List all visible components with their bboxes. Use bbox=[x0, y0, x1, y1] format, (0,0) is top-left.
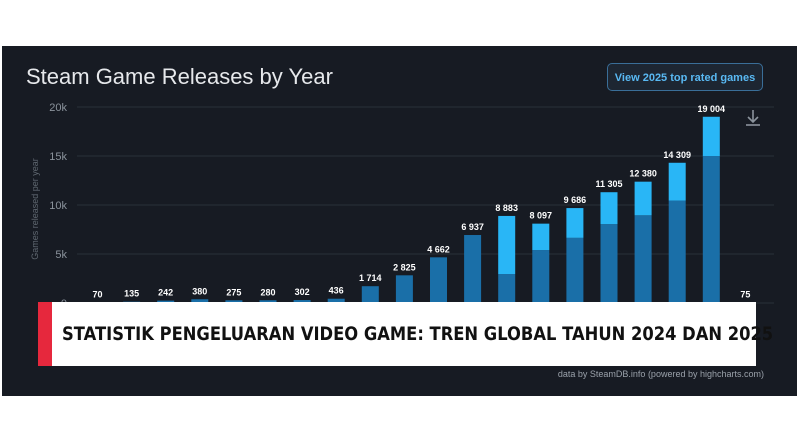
bar-segment bbox=[498, 274, 516, 303]
bar-segment bbox=[327, 298, 345, 303]
bar-value-label: 436 bbox=[329, 286, 344, 296]
y-axis-title: Games released per year bbox=[30, 158, 40, 260]
bar-value-label: 6 937 bbox=[461, 222, 484, 232]
bar-value-label: 275 bbox=[226, 287, 241, 297]
bar-chart: 05k10k15k20kGames released per year70135… bbox=[30, 102, 774, 310]
headline-banner: STATISTIK PENGELUARAN VIDEO GAME: TREN G… bbox=[38, 302, 773, 366]
bar-segment bbox=[566, 208, 584, 238]
y-tick-label: 10k bbox=[49, 200, 67, 212]
bar-value-label: 1 714 bbox=[359, 273, 382, 283]
bar-segment bbox=[157, 300, 175, 303]
bar-value-label: 8 883 bbox=[495, 203, 518, 213]
bar-value-label: 19 004 bbox=[698, 104, 726, 114]
y-tick-label: 20k bbox=[49, 102, 67, 114]
bar-value-label: 12 380 bbox=[629, 169, 657, 179]
bar-value-label: 8 097 bbox=[530, 211, 553, 221]
bar-segment bbox=[702, 116, 720, 156]
bar-segment bbox=[191, 299, 209, 303]
bar-segment bbox=[498, 215, 516, 275]
bar-value-label: 280 bbox=[260, 287, 275, 297]
bar-segment bbox=[702, 156, 720, 303]
bar-value-label: 9 686 bbox=[564, 195, 587, 205]
bar-segment bbox=[668, 200, 686, 303]
view-top-rated-button[interactable]: View 2025 top rated games bbox=[607, 63, 763, 91]
bar-value-label: 135 bbox=[124, 289, 139, 299]
bar-segment bbox=[464, 235, 482, 303]
bar-value-label: 11 305 bbox=[595, 179, 622, 189]
bar-segment bbox=[532, 223, 550, 251]
bar-segment bbox=[361, 286, 379, 303]
bar-value-label: 242 bbox=[158, 288, 173, 298]
bar-value-label: 380 bbox=[192, 286, 207, 296]
bar-value-label: 4 662 bbox=[427, 244, 450, 254]
y-tick-label: 5k bbox=[55, 249, 67, 261]
bar-segment bbox=[532, 250, 550, 303]
bar-segment bbox=[566, 237, 584, 303]
bar-segment bbox=[600, 224, 618, 303]
bar-segment bbox=[600, 192, 618, 225]
y-tick-label: 15k bbox=[49, 151, 67, 163]
bar-value-label: 14 309 bbox=[663, 150, 691, 160]
bar-value-label: 70 bbox=[92, 289, 102, 299]
bar-segment bbox=[395, 275, 413, 303]
bar-value-label: 2 825 bbox=[393, 262, 416, 272]
chart-credits[interactable]: data by SteamDB.info (powered by highcha… bbox=[557, 369, 764, 379]
bar-segment bbox=[259, 300, 277, 303]
bar-value-label: 75 bbox=[740, 289, 750, 299]
download-icon[interactable] bbox=[744, 109, 762, 127]
bar-segment bbox=[634, 181, 652, 216]
bar-segment bbox=[430, 257, 447, 303]
bar-segment bbox=[634, 215, 652, 303]
bar-segment bbox=[668, 162, 686, 201]
bar-segment bbox=[225, 300, 243, 303]
bar-value-label: 302 bbox=[295, 287, 310, 297]
headline-text: STATISTIK PENGELUARAN VIDEO GAME: TREN G… bbox=[62, 323, 774, 345]
bar-segment bbox=[293, 300, 311, 303]
chart-title: Steam Game Releases by Year bbox=[26, 64, 333, 89]
